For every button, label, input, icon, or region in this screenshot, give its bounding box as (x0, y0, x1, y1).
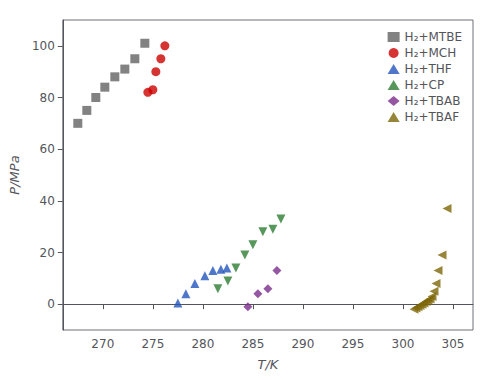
svg-text:305: 305 (442, 337, 465, 351)
svg-text:P/MPa: P/MPa (7, 155, 22, 194)
svg-text:40: 40 (40, 194, 55, 208)
svg-text:60: 60 (40, 142, 55, 156)
svg-text:295: 295 (341, 337, 364, 351)
svg-text:290: 290 (291, 337, 314, 351)
svg-text:H₂+THF: H₂+THF (405, 62, 452, 76)
svg-text:H₂+MCH: H₂+MCH (405, 46, 457, 60)
svg-text:100: 100 (32, 39, 55, 53)
svg-text:285: 285 (241, 337, 264, 351)
svg-text:20: 20 (40, 246, 55, 260)
svg-text:275: 275 (141, 337, 164, 351)
svg-text:300: 300 (392, 337, 415, 351)
svg-text:280: 280 (191, 337, 214, 351)
svg-text:80: 80 (40, 91, 55, 105)
svg-text:H₂+TBAF: H₂+TBAF (405, 110, 460, 124)
svg-text:T/K: T/K (257, 357, 279, 372)
svg-text:H₂+CP: H₂+CP (405, 78, 445, 92)
svg-text:H₂+TBAB: H₂+TBAB (405, 94, 461, 108)
svg-text:H₂+MTBE: H₂+MTBE (405, 30, 462, 44)
svg-text:0: 0 (47, 297, 55, 311)
svg-text:270: 270 (91, 337, 114, 351)
